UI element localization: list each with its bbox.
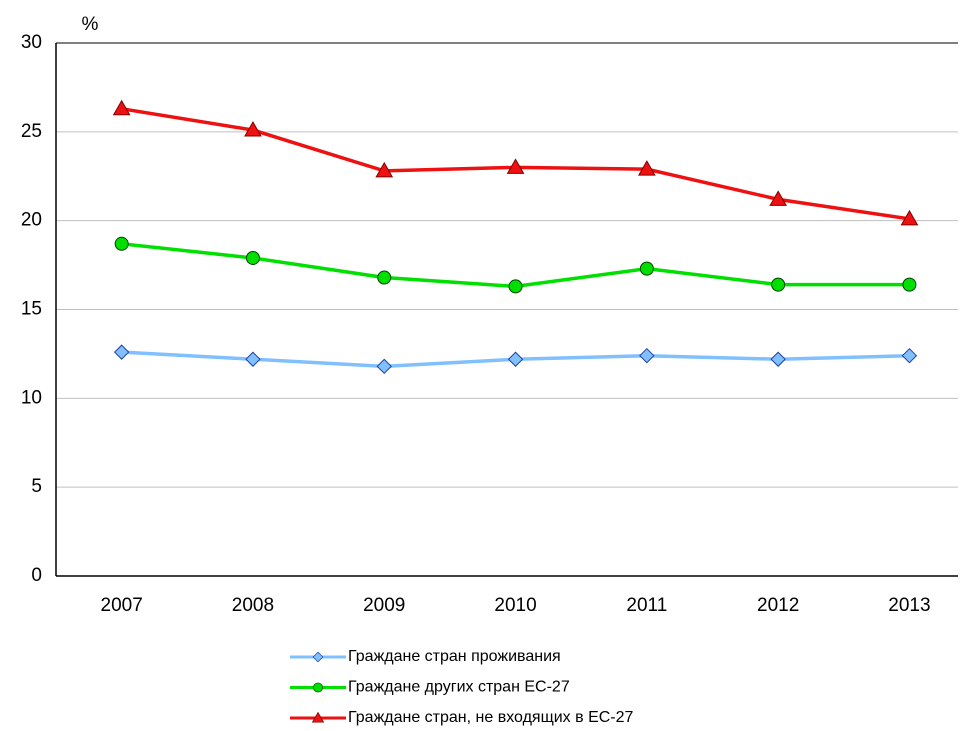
legend-label: Граждане других стран ЕС-27 [348,679,570,696]
legend-marker [311,711,325,723]
y-tick-label: 20 [21,210,42,231]
x-tick-label: 2011 [626,595,667,616]
x-tick-label: 2010 [494,595,536,616]
y-tick-label: 5 [31,476,42,497]
y-tick-label: 25 [21,121,42,142]
x-tick-label: 2009 [363,595,405,616]
data-point [245,351,261,367]
legend-marker [312,651,324,663]
data-point [770,351,786,367]
y-tick-label: 15 [21,299,42,320]
x-tick-label: 2008 [232,595,274,616]
data-point [639,261,654,276]
y-tick-label: 30 [21,32,42,53]
x-tick-label: 2013 [888,595,930,616]
data-point [902,277,917,292]
data-point [507,351,524,367]
legend-label: Граждане стран, не входящих в ЕС-27 [348,709,634,726]
data-point [639,347,655,364]
data-point [244,121,262,137]
data-point [508,279,523,294]
legend-marker [313,682,323,693]
x-tick-label: 2012 [757,595,799,616]
data-point [769,190,788,206]
data-point [637,160,656,176]
data-point [900,209,919,226]
data-point [506,158,525,174]
data-point [113,344,130,360]
data-point [377,270,392,285]
data-point [114,236,129,251]
y-tick-label: 0 [31,565,42,586]
y-axis-label: % [82,14,99,35]
x-tick-label: 2007 [101,595,143,616]
data-point [901,347,918,364]
data-point [245,250,260,265]
data-point [112,99,131,116]
data-point [376,358,392,375]
data-point [375,161,394,178]
y-tick-label: 10 [21,387,42,408]
legend-label: Граждане стран проживания [348,648,561,665]
data-point [771,277,786,292]
